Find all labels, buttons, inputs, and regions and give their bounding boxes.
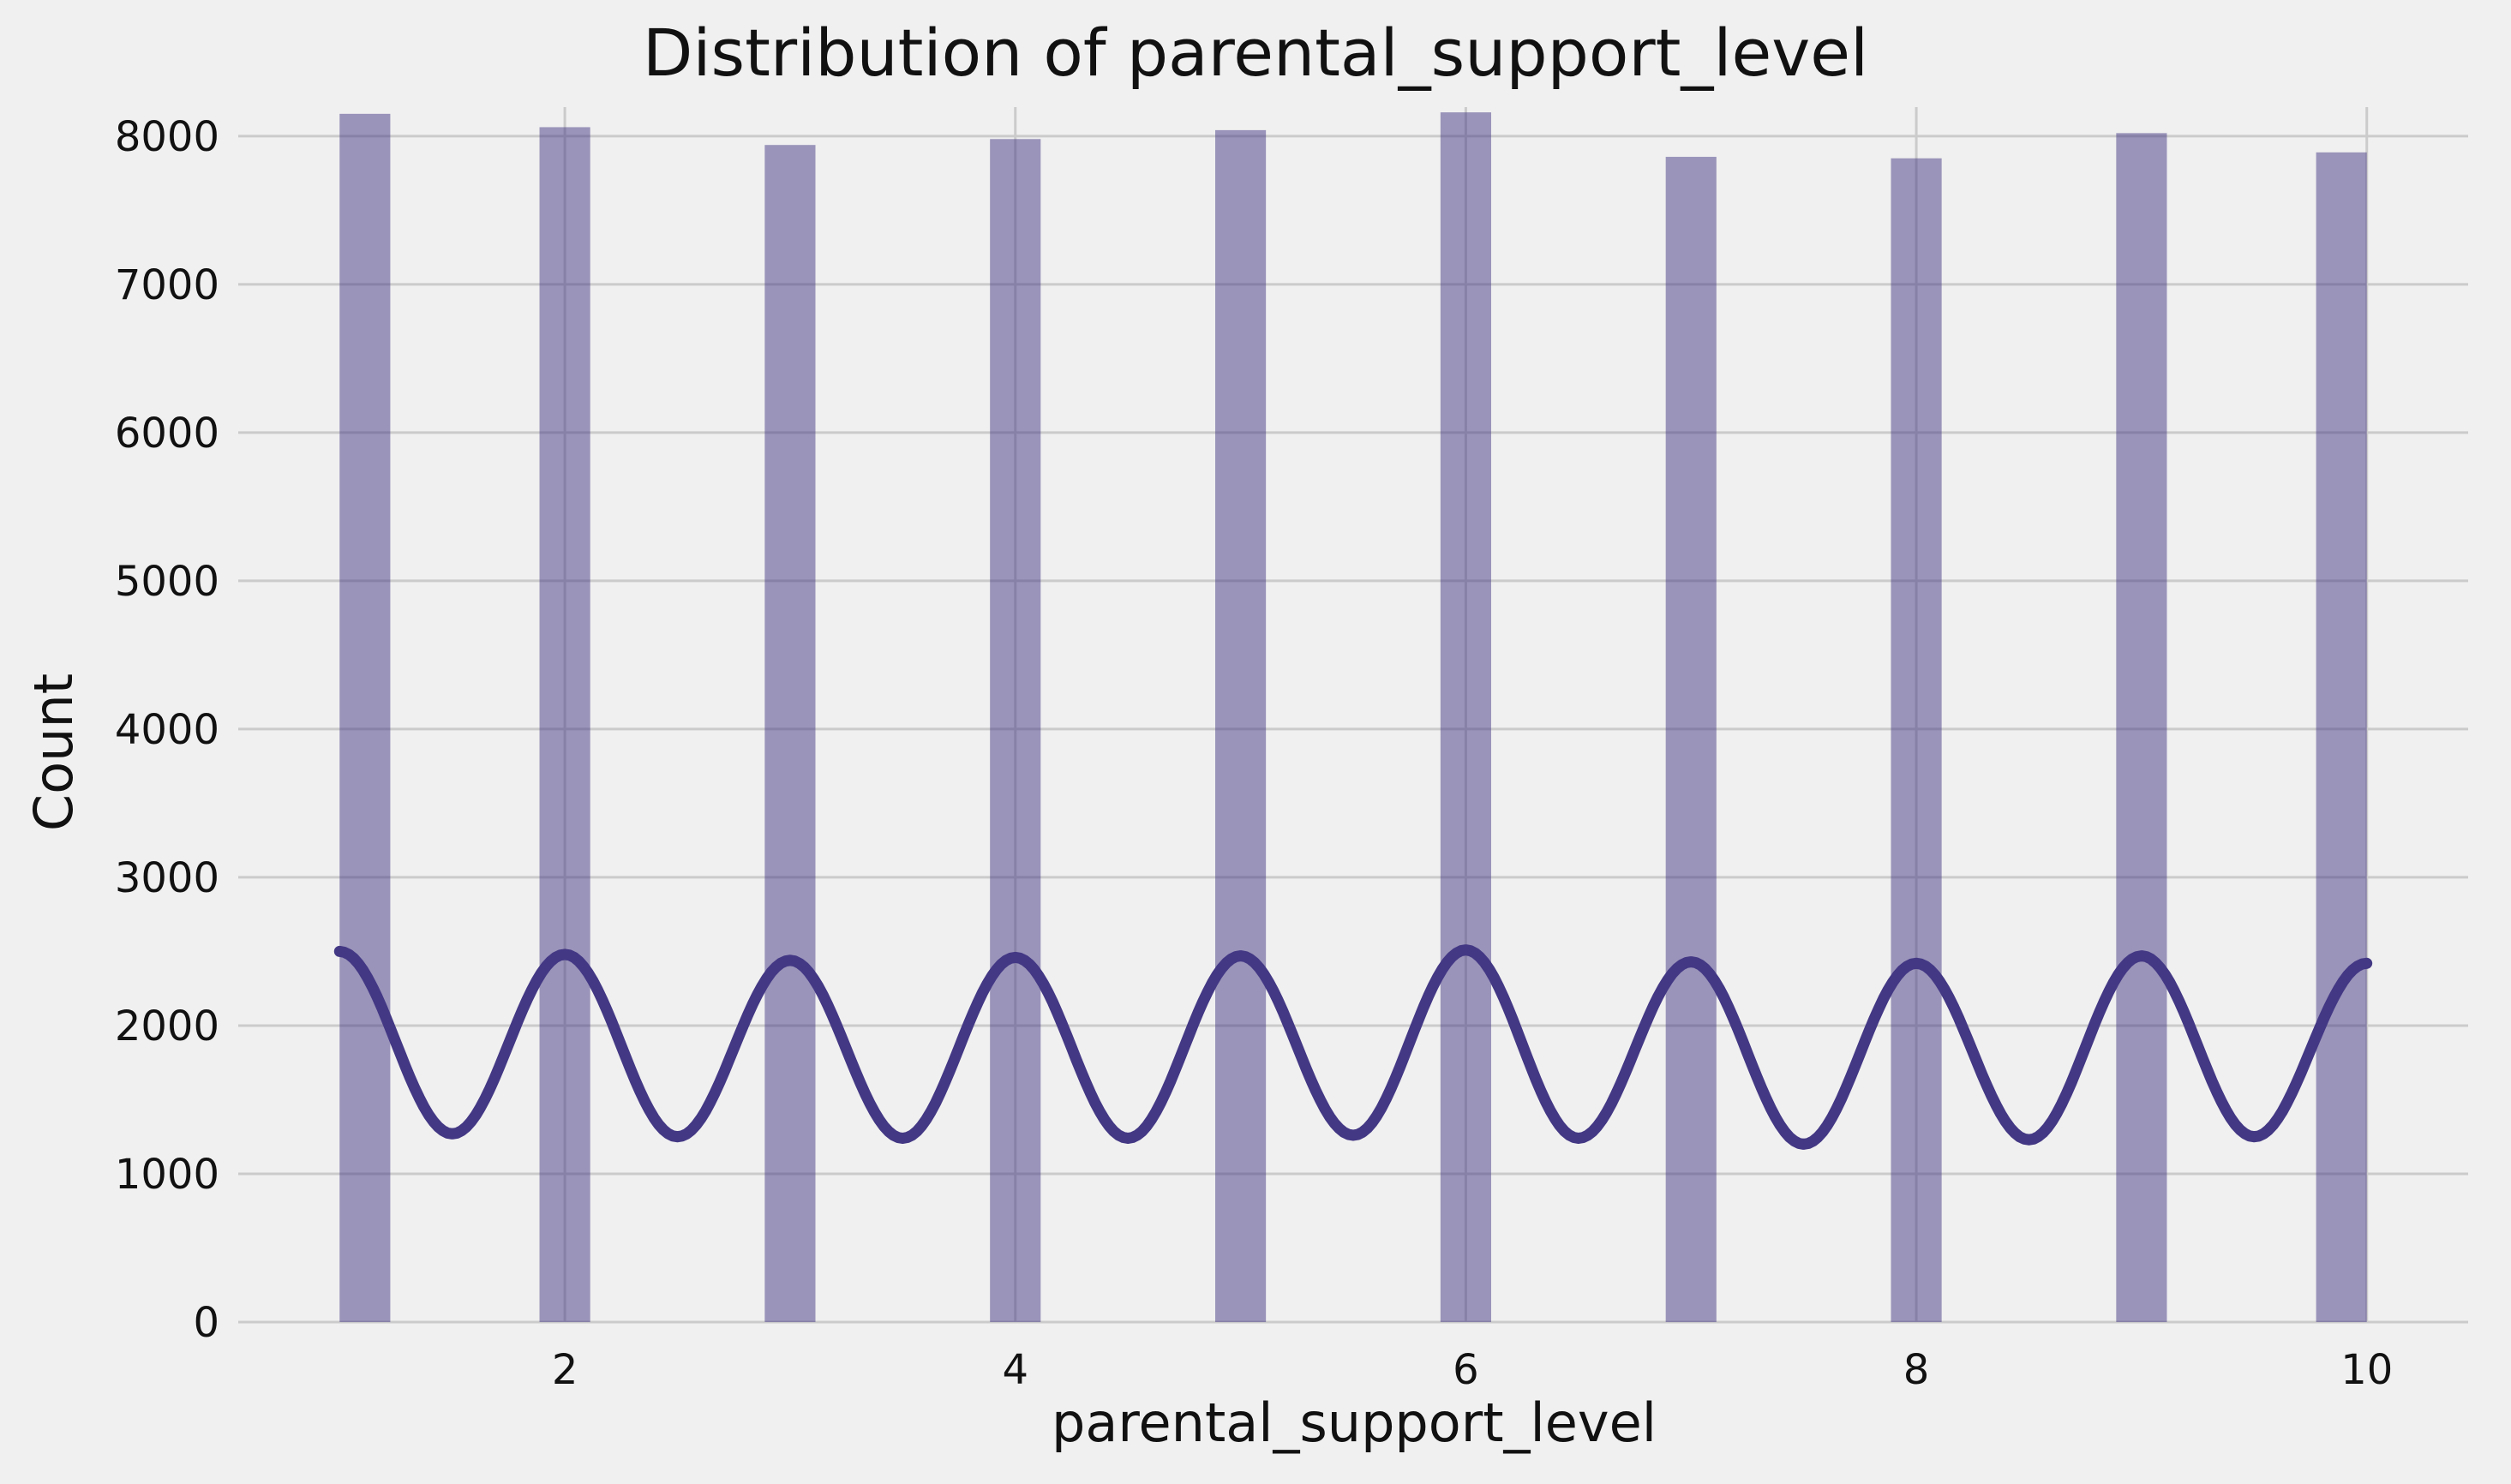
y-tick-label: 4000 (115, 706, 219, 754)
x-tick-label: 10 (2340, 1346, 2393, 1394)
y-tick-label: 1000 (115, 1151, 219, 1199)
y-axis-label: Count (22, 673, 85, 831)
y-tick-label: 7000 (115, 261, 219, 309)
histogram-bar (339, 113, 391, 1322)
x-tick-label: 8 (1903, 1346, 1930, 1394)
y-tick-label: 5000 (115, 558, 219, 606)
y-tick-label: 6000 (115, 410, 219, 458)
kde-curve (333, 944, 2373, 1150)
y-axis-ticks: 0 1000 2000 3000 4000 5000 6000 7000 8000 (115, 113, 219, 1347)
histogram-bar (539, 127, 590, 1322)
histogram-bar (764, 145, 816, 1323)
histogram-bar (2116, 133, 2167, 1322)
x-axis-label: parental_support_level (1052, 1391, 1657, 1454)
histogram-bar (1665, 157, 1717, 1322)
histogram-bar (1891, 158, 1942, 1322)
y-tick-label: 8000 (115, 113, 219, 161)
x-tick-label: 2 (552, 1346, 578, 1394)
histogram-bar (2316, 152, 2367, 1322)
x-tick-label: 4 (1002, 1346, 1028, 1394)
histogram-bar (1440, 112, 1491, 1322)
x-axis-ticks: 2 4 6 8 10 (552, 1346, 2393, 1394)
chart-title: Distribution of parental_support_level (643, 15, 1868, 91)
y-tick-label: 2000 (115, 1002, 219, 1050)
x-tick-label: 6 (1453, 1346, 1479, 1394)
histogram-bar (1215, 129, 1267, 1322)
histogram-bars (339, 112, 2367, 1323)
histogram-bar (990, 139, 1041, 1322)
y-tick-label: 0 (193, 1299, 219, 1347)
y-tick-label: 3000 (115, 854, 219, 902)
